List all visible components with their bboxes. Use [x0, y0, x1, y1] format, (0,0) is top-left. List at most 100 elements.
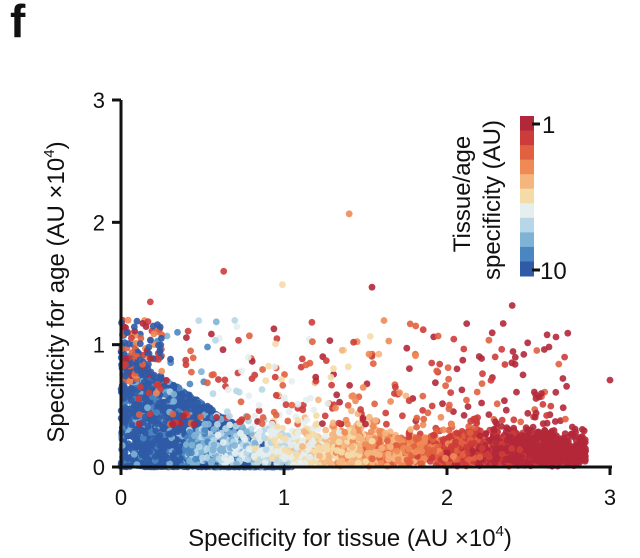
data-point: [141, 429, 149, 437]
data-point: [171, 449, 179, 456]
data-point: [172, 456, 180, 464]
data-point: [164, 454, 172, 462]
data-point: [123, 387, 131, 395]
data-point: [214, 431, 222, 439]
data-point: [276, 432, 284, 440]
data-point: [179, 392, 187, 400]
data-point: [273, 423, 281, 431]
data-point: [305, 433, 312, 441]
data-point: [156, 432, 164, 439]
data-point: [261, 434, 268, 442]
data-point: [194, 399, 202, 407]
data-point: [316, 452, 323, 460]
data-point: [287, 441, 295, 449]
data-point: [338, 448, 346, 456]
data-point: [192, 455, 199, 463]
data-point: [221, 454, 228, 462]
data-point: [282, 435, 289, 443]
data-point: [222, 425, 230, 432]
data-point: [199, 454, 206, 462]
data-point: [245, 445, 253, 453]
data-point: [486, 437, 494, 445]
data-point: [369, 422, 377, 430]
data-point: [227, 455, 235, 463]
data-point: [209, 446, 217, 454]
data-point: [336, 459, 343, 466]
data-point: [202, 404, 210, 411]
data-point: [231, 442, 238, 449]
data-point: [144, 422, 152, 430]
data-point: [153, 420, 161, 428]
data-point: [141, 443, 149, 451]
data-point: [214, 421, 221, 428]
data-point: [186, 457, 194, 465]
data-point: [133, 437, 141, 445]
data-point: [251, 412, 258, 420]
data-point: [185, 396, 193, 403]
data-point: [131, 443, 139, 451]
data-point: [244, 456, 252, 463]
data-point: [266, 427, 274, 435]
data-point: [178, 402, 186, 410]
data-point: [327, 460, 335, 467]
data-point: [367, 428, 375, 436]
data-point: [241, 436, 249, 443]
data-point: [482, 430, 490, 438]
data-point: [384, 450, 392, 458]
data-point: [239, 424, 247, 431]
data-point: [141, 413, 149, 421]
data-point: [578, 426, 586, 433]
data-point: [582, 456, 589, 464]
data-point: [251, 439, 259, 447]
scatter-points: [117, 210, 614, 471]
data-point: [148, 416, 156, 424]
data-point: [172, 439, 180, 446]
data-point: [159, 423, 166, 431]
data-point: [321, 458, 329, 466]
data-point: [151, 453, 159, 460]
data-point: [210, 426, 218, 433]
data-point: [532, 433, 540, 441]
data-point: [477, 427, 484, 435]
data-point: [281, 455, 288, 463]
data-point: [141, 453, 149, 460]
data-point: [162, 437, 169, 445]
data-point: [306, 453, 314, 461]
data-point: [281, 446, 289, 454]
data-point: [161, 412, 168, 420]
data-point: [262, 446, 270, 453]
data-point: [537, 429, 544, 437]
data-point: [186, 428, 194, 436]
data-point: [329, 419, 337, 427]
data-point: [251, 445, 259, 452]
data-point: [407, 426, 415, 433]
data-point: [166, 460, 174, 467]
data-point: [287, 454, 295, 461]
data-point: [325, 454, 333, 462]
panel-label: f: [10, 0, 26, 47]
data-point: [313, 412, 320, 420]
data-point: [219, 439, 227, 446]
data-point: [298, 443, 306, 450]
data-point: [323, 445, 331, 453]
data-point: [167, 430, 175, 438]
data-point: [419, 421, 427, 429]
data-point: [306, 441, 314, 449]
data-point: [336, 429, 343, 437]
data-point: [294, 429, 302, 437]
data-point: [210, 441, 218, 449]
data-point: [216, 446, 224, 454]
data-point: [128, 421, 136, 428]
data-point: [188, 449, 195, 457]
data-point: [122, 404, 129, 412]
data-point: [139, 434, 147, 442]
data-point: [131, 402, 138, 410]
data-point: [272, 448, 280, 455]
data-point: [188, 441, 196, 449]
data-point: [270, 436, 278, 444]
data-point: [126, 444, 134, 452]
data-point: [394, 434, 402, 442]
data-point: [231, 450, 239, 457]
data-point: [315, 444, 323, 452]
